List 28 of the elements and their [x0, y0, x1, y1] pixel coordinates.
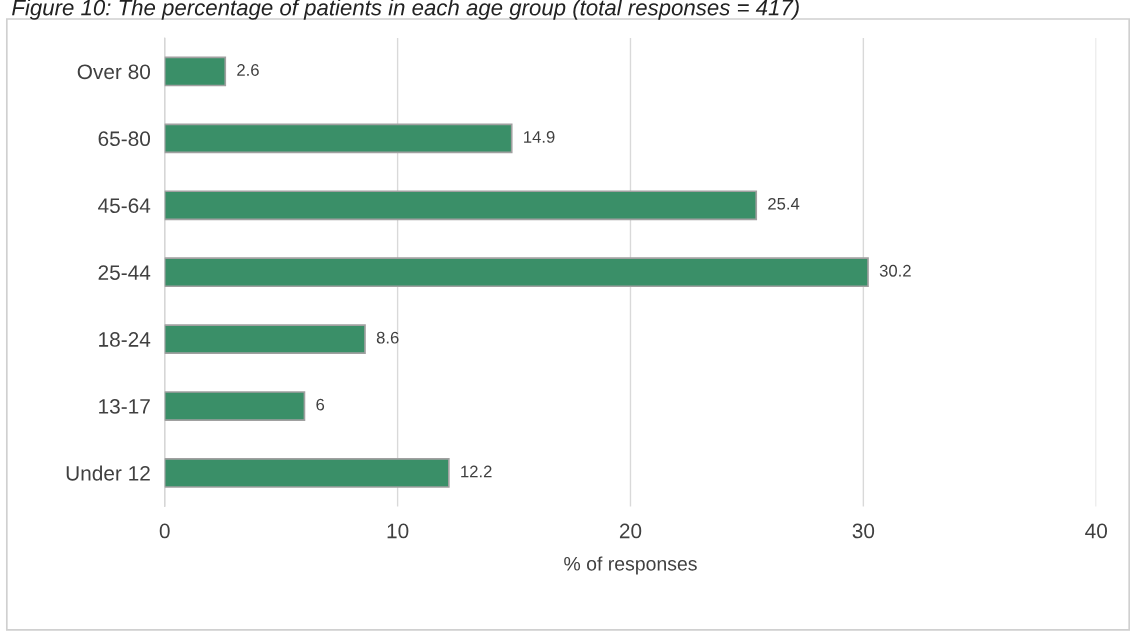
x-tick-label: 40	[1085, 523, 1108, 539]
bar	[164, 391, 306, 421]
y-tick-label: Under 12	[66, 465, 150, 481]
bar	[164, 257, 869, 288]
y-tick-label: 65-80	[98, 131, 151, 147]
data-label: 2.6	[237, 64, 259, 76]
y-tick-label: 25-44	[98, 265, 151, 280]
bar	[164, 123, 513, 154]
x-tick-label: 0	[159, 523, 170, 539]
y-tick-label: 45-64	[98, 198, 151, 214]
x-tick-label: 30	[852, 523, 875, 539]
y-tick-label: Over 80	[77, 64, 151, 80]
chart-title: Figure 10: The percentage of patients in each age group (total responses = 417)	[12, 0, 799, 20]
bar	[164, 56, 227, 87]
bar	[164, 190, 758, 221]
x-tick-label: 10	[387, 523, 409, 539]
data-label: 12.2	[461, 465, 492, 478]
x-tick-label: 20	[619, 523, 642, 539]
bar	[164, 324, 366, 354]
y-tick-label: 18-24	[99, 332, 151, 347]
bar	[164, 458, 450, 488]
data-label: 6	[316, 398, 325, 411]
x-axis-title: % of responses	[564, 556, 697, 575]
data-label: 30.2	[879, 264, 911, 277]
y-tick-label: 13-17	[99, 399, 150, 414]
data-label: 8.6	[376, 331, 399, 344]
data-label: 25.4	[768, 197, 800, 210]
data-label: 14.9	[524, 131, 555, 143]
